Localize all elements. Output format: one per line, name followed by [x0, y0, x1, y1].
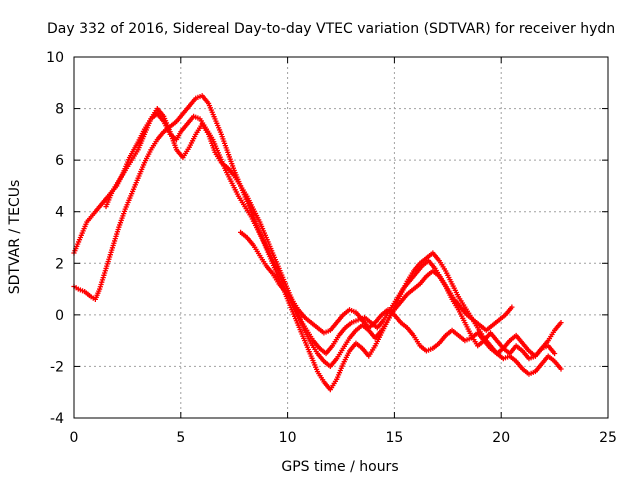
series-track-d [238, 229, 564, 359]
y-tick-label: 2 [55, 256, 64, 272]
chart-title: Day 332 of 2016, Sidereal Day-to-day VTE… [47, 21, 615, 37]
y-tick-label: 4 [55, 205, 64, 221]
y-tick-label: 8 [55, 102, 64, 118]
data-point [509, 304, 515, 310]
data-point [552, 350, 558, 357]
x-tick-label: 15 [385, 430, 403, 446]
y-tick-label: -4 [50, 411, 64, 427]
y-tick-label: 6 [55, 153, 64, 169]
x-tick-label: 20 [492, 430, 510, 446]
x-tick-label: 25 [599, 430, 617, 446]
data-point [558, 366, 564, 372]
x-tick-label: 0 [70, 430, 79, 446]
y-tick-label: 10 [46, 50, 64, 66]
plot-frame [73, 56, 609, 419]
series-track-b [71, 93, 564, 393]
y-tick-label: -2 [50, 359, 64, 375]
x-tick-label: 10 [279, 430, 297, 446]
x-axis-label: GPS time / hours [281, 459, 398, 475]
axis-ticks: 0 5 10 15 20 25 -4 -2 0 2 4 6 8 10 [46, 50, 617, 446]
y-axis-label: SDTVAR / TECUs [7, 180, 23, 295]
data-marks [71, 93, 564, 393]
data-point [558, 319, 564, 326]
y-tick-label: 0 [55, 308, 64, 324]
x-tick-label: 5 [176, 430, 185, 446]
